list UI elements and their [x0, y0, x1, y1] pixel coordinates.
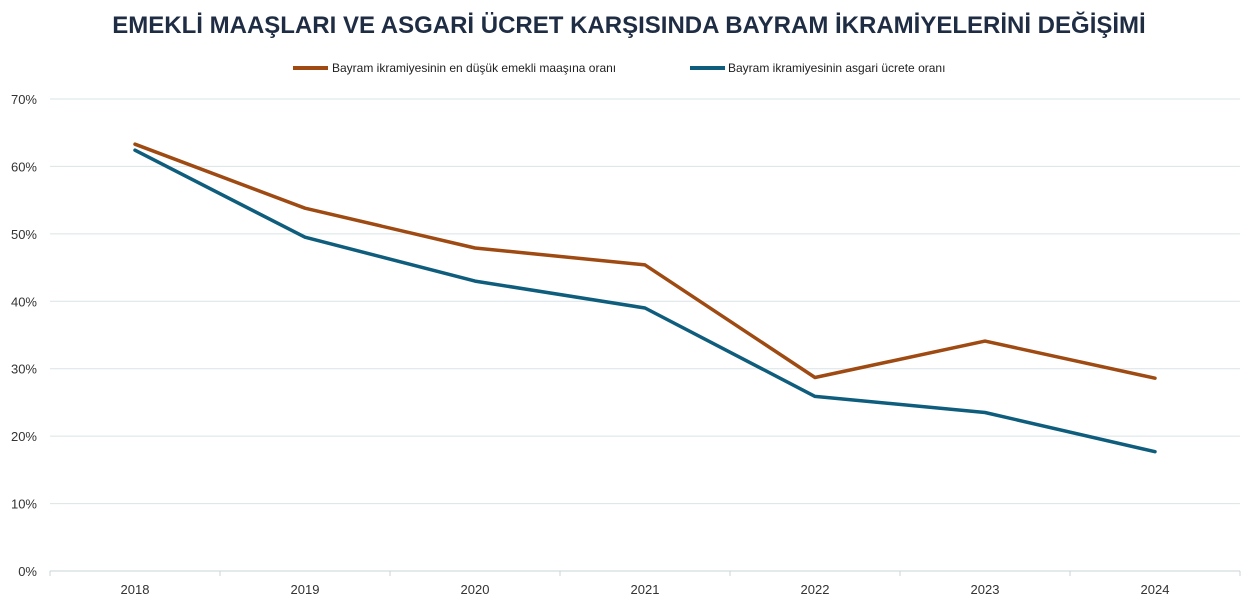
y-tick-label: 20%: [11, 429, 37, 444]
x-axis: 2018 2019 2020 2021 2022 2023 2024: [49, 570, 1241, 597]
y-tick-label: 50%: [11, 227, 37, 242]
x-tick-label: 2019: [291, 582, 320, 597]
x-tick-label: 2022: [801, 582, 830, 597]
series-lines: [133, 142, 1157, 454]
y-axis: 0% 10% 20% 30% 40% 50% 60% 70%: [11, 92, 37, 579]
y-tick-label: 40%: [11, 294, 37, 309]
series-line-2: [133, 148, 1157, 454]
gridlines: [50, 98, 1240, 505]
legend-label-series-2: Bayram ikramiyesinin asgari ücrete oranı: [728, 61, 945, 75]
legend: Bayram ikramiyesinin en düşük emekli maa…: [293, 61, 945, 75]
series-line-1: [133, 142, 1157, 380]
legend-label-series-1: Bayram ikramiyesinin en düşük emekli maa…: [332, 61, 616, 75]
y-tick-label: 0%: [18, 564, 37, 579]
x-tick-label: 2023: [971, 582, 1000, 597]
y-tick-label: 70%: [11, 92, 37, 107]
y-tick-label: 10%: [11, 497, 37, 512]
x-tick-label: 2018: [121, 582, 150, 597]
x-tick-label: 2024: [1141, 582, 1170, 597]
chart-title: EMEKLİ MAAŞLARI VE ASGARİ ÜCRET KARŞISIN…: [112, 11, 1145, 39]
x-tick-label: 2020: [461, 582, 490, 597]
y-tick-label: 60%: [11, 159, 37, 174]
y-tick-label: 30%: [11, 362, 37, 377]
x-tick-label: 2021: [631, 582, 660, 597]
